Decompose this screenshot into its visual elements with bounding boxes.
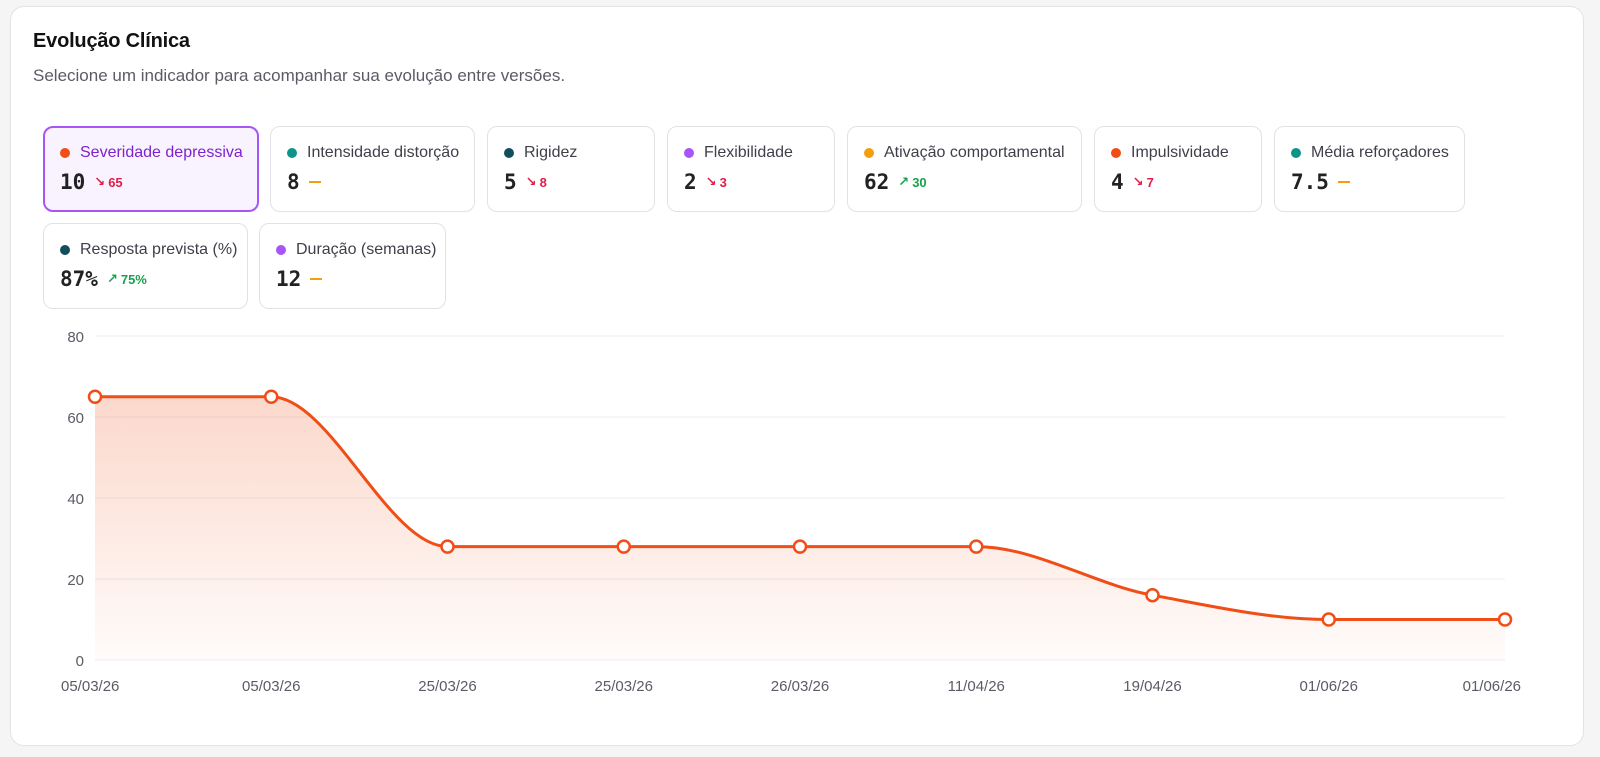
indicator-delta-value: 30	[912, 174, 927, 190]
trend-flat-icon	[1337, 181, 1350, 183]
trend-flat-icon	[308, 181, 321, 183]
data-point	[87, 389, 103, 404]
indicator-dot-icon	[287, 148, 297, 158]
indicator-value: 12	[276, 267, 302, 291]
indicator-delta-value: 7	[1146, 174, 1154, 190]
indicator-delta-value: 75%	[120, 271, 147, 287]
x-tick-label: 26/03/26	[771, 678, 829, 695]
indicator-label-text: Resposta prevista (%)	[80, 241, 238, 258]
trend-down-icon: ↘	[525, 174, 537, 189]
trend-flat-icon	[310, 278, 323, 280]
indicator-tile[interactable]: Duração (semanas) 12	[259, 223, 446, 309]
x-tick-label: 25/03/26	[595, 678, 653, 695]
data-point	[792, 539, 808, 554]
x-tick-label: 01/06/26	[1300, 678, 1358, 695]
indicator-label: Intensidade distorção	[287, 144, 459, 162]
indicator-label-text: Média reforçadores	[1311, 144, 1449, 161]
indicator-dot-icon	[60, 148, 70, 158]
indicator-label-text: Flexibilidade	[704, 144, 793, 161]
series-area	[95, 396, 1505, 660]
indicator-delta: ↘ 3	[706, 174, 727, 190]
indicator-tile[interactable]: Rigidez 5 ↘ 8	[487, 126, 655, 212]
card-subtitle: Selecione um indicador para acompanhar s…	[33, 66, 566, 85]
indicator-value: 87%	[60, 267, 98, 291]
indicator-delta: ↗ 75%	[107, 271, 147, 287]
indicator-label-text: Severidade depressiva	[80, 144, 243, 161]
indicator-tile[interactable]: Média reforçadores 7.5	[1274, 126, 1465, 212]
indicator-label: Ativação comportamental	[864, 144, 1065, 162]
indicator-tile[interactable]: Intensidade distorção 8	[270, 126, 475, 212]
indicator-label-text: Duração (semanas)	[296, 241, 437, 258]
indicator-dot-icon	[1111, 148, 1121, 158]
indicator-label: Duração (semanas)	[276, 241, 437, 259]
trend-up-icon: ↗	[898, 174, 910, 189]
indicator-dot-icon	[1291, 148, 1301, 158]
y-tick-label: 60	[67, 410, 84, 427]
indicator-label: Flexibilidade	[684, 144, 793, 162]
indicator-delta	[308, 181, 321, 183]
indicator-label-text: Ativação comportamental	[884, 144, 1065, 161]
indicator-label-text: Impulsividade	[1131, 144, 1229, 161]
data-point	[264, 389, 279, 404]
indicator-delta	[1337, 181, 1350, 183]
indicator-label-text: Rigidez	[524, 144, 578, 161]
trend-down-icon: ↘	[1132, 174, 1144, 189]
indicator-delta: ↘ 7	[1133, 174, 1154, 190]
indicator-value: 10	[60, 170, 86, 194]
x-tick-label: 11/04/26	[948, 678, 1005, 695]
y-tick-label: 40	[67, 491, 84, 508]
x-tick-label: 05/03/26	[61, 678, 119, 695]
indicator-label: Impulsividade	[1111, 144, 1229, 162]
indicator-label-text: Intensidade distorção	[307, 144, 460, 161]
indicator-delta: ↗ 30	[898, 174, 926, 190]
indicator-value: 2	[684, 170, 697, 194]
indicator-tile[interactable]: Ativação comportamental 62 ↗ 30	[847, 126, 1082, 212]
x-tick-label: 01/06/26	[1463, 678, 1521, 695]
indicator-dot-icon	[684, 148, 694, 158]
card-title: Evolução Clínica	[33, 30, 190, 52]
indicator-label: Rigidez	[504, 144, 577, 162]
indicator-dot-icon	[504, 148, 514, 158]
data-point	[969, 539, 984, 554]
indicator-dot-icon	[276, 245, 286, 255]
indicator-dot-icon	[864, 148, 874, 158]
indicator-value: 4	[1111, 170, 1124, 194]
data-point	[616, 539, 631, 554]
indicator-tile[interactable]: Severidade depressiva 10 ↘ 65	[43, 126, 259, 212]
indicator-delta-value: 65	[108, 174, 123, 190]
x-tick-label: 19/04/26	[1123, 678, 1181, 695]
trend-down-icon: ↘	[705, 174, 717, 189]
indicator-tile[interactable]: Resposta prevista (%) 87% ↗ 75%	[43, 223, 248, 309]
indicator-value: 5	[504, 170, 517, 194]
indicator-value: 62	[864, 170, 890, 194]
data-point	[1145, 587, 1160, 603]
data-point	[440, 539, 455, 554]
indicator-delta: ↘ 65	[94, 174, 122, 190]
trend-down-icon: ↘	[94, 174, 106, 189]
x-tick-label: 25/03/26	[418, 678, 476, 695]
x-tick-label: 05/03/26	[242, 678, 300, 695]
indicator-delta-value: 3	[719, 174, 727, 190]
indicator-label: Resposta prevista (%)	[60, 241, 237, 259]
indicator-delta	[310, 278, 323, 280]
indicator-delta: ↘ 8	[526, 174, 547, 190]
indicator-tile[interactable]: Impulsividade 4 ↘ 7	[1094, 126, 1262, 212]
indicator-label: Severidade depressiva	[60, 144, 243, 162]
y-tick-label: 0	[76, 653, 84, 670]
indicator-tile[interactable]: Flexibilidade 2 ↘ 3	[667, 126, 835, 212]
y-tick-label: 20	[67, 572, 84, 589]
data-point	[1321, 612, 1336, 627]
indicator-label: Média reforçadores	[1291, 144, 1449, 162]
indicator-value: 8	[287, 170, 300, 194]
indicator-delta-value: 8	[539, 174, 547, 190]
indicator-value: 7.5	[1291, 170, 1329, 194]
y-tick-label: 80	[67, 329, 84, 346]
data-point	[1497, 612, 1513, 627]
trend-up-icon: ↗	[106, 271, 118, 286]
indicator-dot-icon	[60, 245, 70, 255]
